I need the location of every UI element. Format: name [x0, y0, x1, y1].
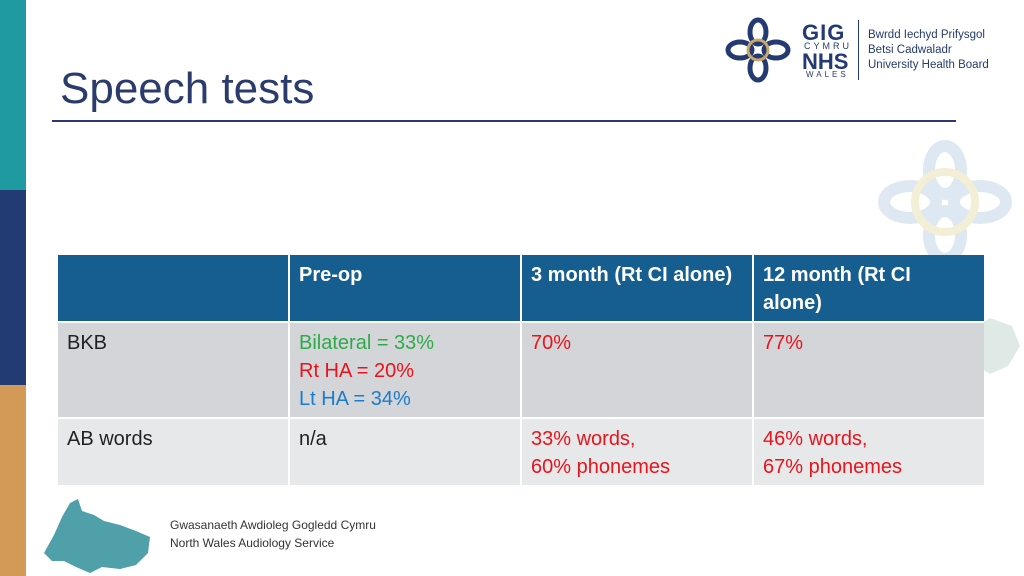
page-title: Speech tests	[60, 64, 315, 113]
logo-gig: GIG	[802, 20, 846, 45]
bkb-lt-ha-value: Lt HA = 34%	[299, 388, 411, 410]
bkb-bilateral-value: Bilateral = 33%	[299, 332, 435, 354]
header-cell-12-month: 12 month (Rt CI alone)	[752, 255, 984, 323]
background-knot-watermark	[878, 140, 1012, 260]
ab-12-month-cell: 46% words, 67% phonemes	[752, 417, 984, 485]
north-wales-map-icon	[44, 499, 150, 573]
footer-service-name: Gwasanaeth Awdioleg Gogledd Cymru North …	[170, 516, 376, 552]
header-cell-preop: Pre-op	[288, 255, 521, 323]
nhs-wales-logo: GIG CYMRU NHS WALES Bwrdd Iechyd Prifysg…	[722, 14, 1012, 84]
ab-3-month-words: 33% words,	[531, 428, 636, 450]
side-accent-teal	[0, 0, 26, 190]
logo-nhs: NHS	[802, 49, 849, 74]
side-accent-navy	[0, 190, 26, 385]
table-row: AB words n/a 33% words, 60% phonemes 46%…	[58, 417, 984, 485]
ab-12-month-words: 46% words,	[763, 428, 868, 450]
celtic-knot-icon	[725, 17, 791, 83]
ab-12-month-phonemes: 67% phonemes	[763, 456, 902, 478]
logo-org-line: Betsi Cadwaladr	[868, 44, 952, 56]
footer-line-english: North Wales Audiology Service	[170, 536, 335, 550]
table-header-row: Pre-op 3 month (Rt CI alone) 12 month (R…	[58, 255, 984, 323]
header-cell-3-month: 3 month (Rt CI alone)	[520, 255, 753, 323]
bkb-3-month-value: 70%	[520, 321, 753, 418]
row-label-ab-words: AB words	[58, 417, 289, 485]
ab-3-month-phonemes: 60% phonemes	[531, 456, 670, 478]
side-accent-gold	[0, 385, 26, 576]
logo-org-line: Bwrdd Iechyd Prifysgol	[868, 29, 985, 41]
header-cell-empty	[58, 255, 289, 323]
logo-org-line: University Health Board	[868, 59, 989, 71]
row-label-bkb: BKB	[58, 321, 289, 418]
logo-org-name: Bwrdd Iechyd Prifysgol Betsi Cadwaladr U…	[868, 28, 989, 73]
bkb-12-month-value: 77%	[752, 321, 984, 418]
bkb-rt-ha-value: Rt HA = 20%	[299, 360, 415, 382]
logo-wales: WALES	[806, 70, 849, 79]
footer-line-welsh: Gwasanaeth Awdioleg Gogledd Cymru	[170, 518, 376, 532]
ab-3-month-cell: 33% words, 60% phonemes	[520, 417, 753, 485]
table-row: BKB Bilateral = 33% Rt HA = 20% Lt HA = …	[58, 321, 984, 418]
logo-cymru: CYMRU	[804, 41, 852, 51]
bkb-preop-cell: Bilateral = 33% Rt HA = 20% Lt HA = 34%	[288, 321, 521, 418]
ab-preop-value: n/a	[288, 417, 521, 485]
title-divider	[52, 120, 956, 122]
speech-tests-table: Pre-op 3 month (Rt CI alone) 12 month (R…	[58, 255, 984, 485]
logo-divider	[858, 20, 859, 80]
